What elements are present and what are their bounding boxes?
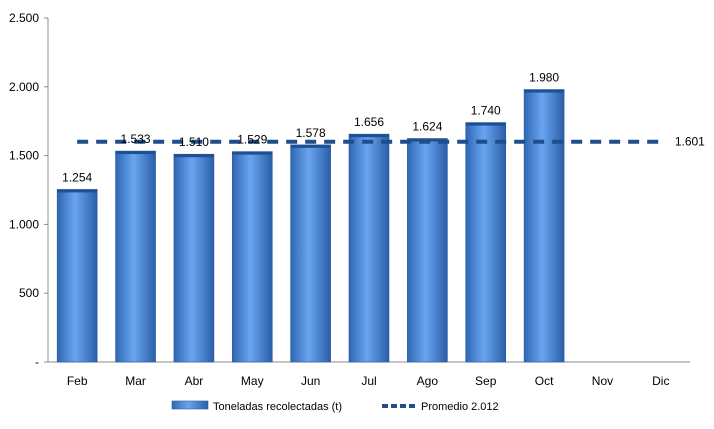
x-tick-label: Jul xyxy=(361,374,376,388)
bar-data-label: 1.529 xyxy=(237,133,267,147)
average-series: 1.601 xyxy=(77,135,705,149)
bar-top-edge xyxy=(465,122,506,126)
x-tick-label: Sep xyxy=(475,374,497,388)
y-tick-label: 500 xyxy=(19,286,39,300)
bar-top-edge xyxy=(524,89,565,93)
x-tick-label: Abr xyxy=(185,374,204,388)
x-tick-label: Ago xyxy=(417,374,439,388)
bar xyxy=(231,151,273,363)
x-tick-label: May xyxy=(241,374,264,388)
x-tick-label: Mar xyxy=(125,374,146,388)
bar-data-label: 1.740 xyxy=(471,104,501,118)
bar-data-label: 1.533 xyxy=(121,132,151,146)
y-tick-label: 2.000 xyxy=(9,80,39,94)
legend-bar-swatch xyxy=(171,400,209,410)
bar-data-label: 1.656 xyxy=(354,115,384,129)
bar-data-label: 1.624 xyxy=(412,120,442,134)
x-tick-label: Jun xyxy=(301,374,320,388)
bar-top-edge xyxy=(232,151,273,155)
data-labels: 1.254 1.533 1.510 1.529 1.578 1.656 1.624 1.740… xyxy=(62,71,559,185)
bar xyxy=(173,153,215,363)
y-axis: - 500 1.000 1.500 2.000 2.500 xyxy=(9,11,49,369)
bar xyxy=(523,89,565,363)
bar-data-label: 1.980 xyxy=(529,71,559,85)
bar xyxy=(56,189,98,363)
bar xyxy=(348,133,390,363)
x-tick-label: Dic xyxy=(652,374,669,388)
y-tick-label: - xyxy=(35,355,39,369)
y-tick-label: 1.000 xyxy=(9,217,39,231)
bar-top-edge xyxy=(115,151,156,155)
legend: Toneladas recolectadas (t) Promedio 2.012 xyxy=(171,400,499,413)
x-tick-label: Nov xyxy=(592,374,613,388)
legend-bar-label: Toneladas recolectadas (t) xyxy=(213,401,342,413)
x-tick-label: Feb xyxy=(67,374,88,388)
bar-data-label: 1.510 xyxy=(179,135,209,149)
bar-data-label: 1.254 xyxy=(62,170,92,184)
bar-top-edge xyxy=(290,144,331,148)
bar xyxy=(465,122,507,363)
bar-data-label: 1.578 xyxy=(296,126,326,140)
bar-top-edge xyxy=(57,189,98,193)
bar xyxy=(115,150,156,363)
x-axis: Feb Mar Abr May Jun Jul Ago Sep Oct Nov Dic xyxy=(48,361,690,388)
y-tick-label: 2.500 xyxy=(9,11,39,25)
average-data-label: 1.601 xyxy=(675,135,705,149)
bar xyxy=(407,138,448,363)
bar-top-edge xyxy=(349,134,389,138)
bar-top-edge xyxy=(173,154,214,158)
bar xyxy=(290,144,331,363)
bar-series xyxy=(56,89,565,363)
x-tick-label: Oct xyxy=(535,374,554,388)
y-tick-label: 1.500 xyxy=(9,149,39,163)
legend-line-label: Promedio 2.012 xyxy=(421,401,499,413)
